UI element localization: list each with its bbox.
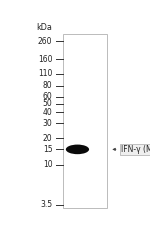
Text: 30: 30	[43, 119, 52, 127]
Text: 110: 110	[38, 69, 52, 78]
Text: 160: 160	[38, 55, 52, 64]
Text: IFN-γ (Ms): IFN-γ (Ms)	[121, 145, 150, 154]
Text: kDa: kDa	[37, 23, 52, 32]
Text: 80: 80	[43, 81, 52, 90]
Text: 60: 60	[43, 92, 52, 101]
Text: 20: 20	[43, 134, 52, 143]
Text: 260: 260	[38, 36, 52, 46]
Ellipse shape	[66, 144, 89, 154]
Text: 15: 15	[43, 145, 52, 154]
Text: 10: 10	[43, 160, 52, 169]
Text: 50: 50	[43, 99, 52, 108]
Text: 40: 40	[43, 108, 52, 117]
Text: 3.5: 3.5	[40, 200, 52, 209]
FancyBboxPatch shape	[63, 34, 107, 208]
